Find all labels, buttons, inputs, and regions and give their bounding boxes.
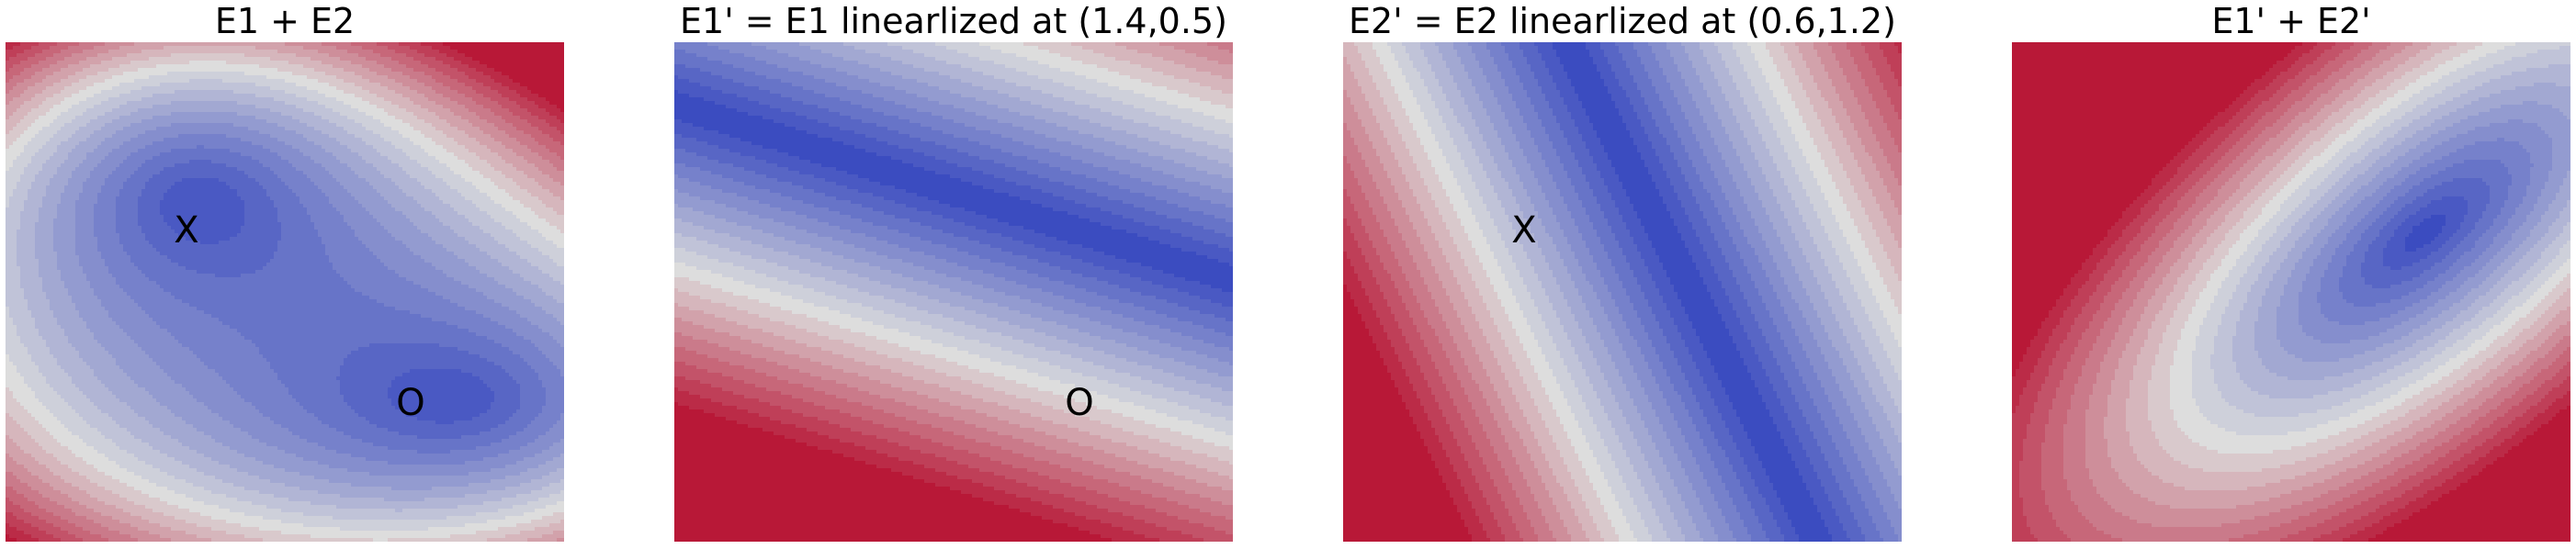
- contour-plot: X O: [6, 42, 564, 542]
- panel-title: E1 + E2: [0, 0, 601, 42]
- contour-plot: [2012, 42, 2570, 542]
- contour-svg: [6, 42, 564, 542]
- panel-title: E1' + E2': [1975, 0, 2576, 42]
- panel-e2-linearized: E2' = E2 linearlized at (0.6,1.2) X: [1343, 0, 1902, 549]
- contour-svg: [2012, 42, 2570, 542]
- panel-e1-plus-e2: E1 + E2 X O: [6, 0, 564, 549]
- panel-e1-linearized: E1' = E1 linearlized at (1.4,0.5) O: [674, 0, 1233, 549]
- panel-title: E1' = E1 linearlized at (1.4,0.5): [638, 0, 1270, 42]
- o-marker: O: [1065, 385, 1093, 421]
- panel-e1p-plus-e2p: E1' + E2': [2012, 0, 2570, 549]
- x-marker: X: [174, 212, 198, 249]
- panel-title: E2' = E2 linearlized at (0.6,1.2): [1306, 0, 1938, 42]
- contour-plot: X: [1343, 42, 1902, 542]
- contour-plot: O: [674, 42, 1233, 542]
- contour-svg: [674, 42, 1233, 542]
- x-marker: X: [1511, 212, 1536, 249]
- contour-svg: [1343, 42, 1902, 542]
- o-marker: O: [396, 385, 424, 421]
